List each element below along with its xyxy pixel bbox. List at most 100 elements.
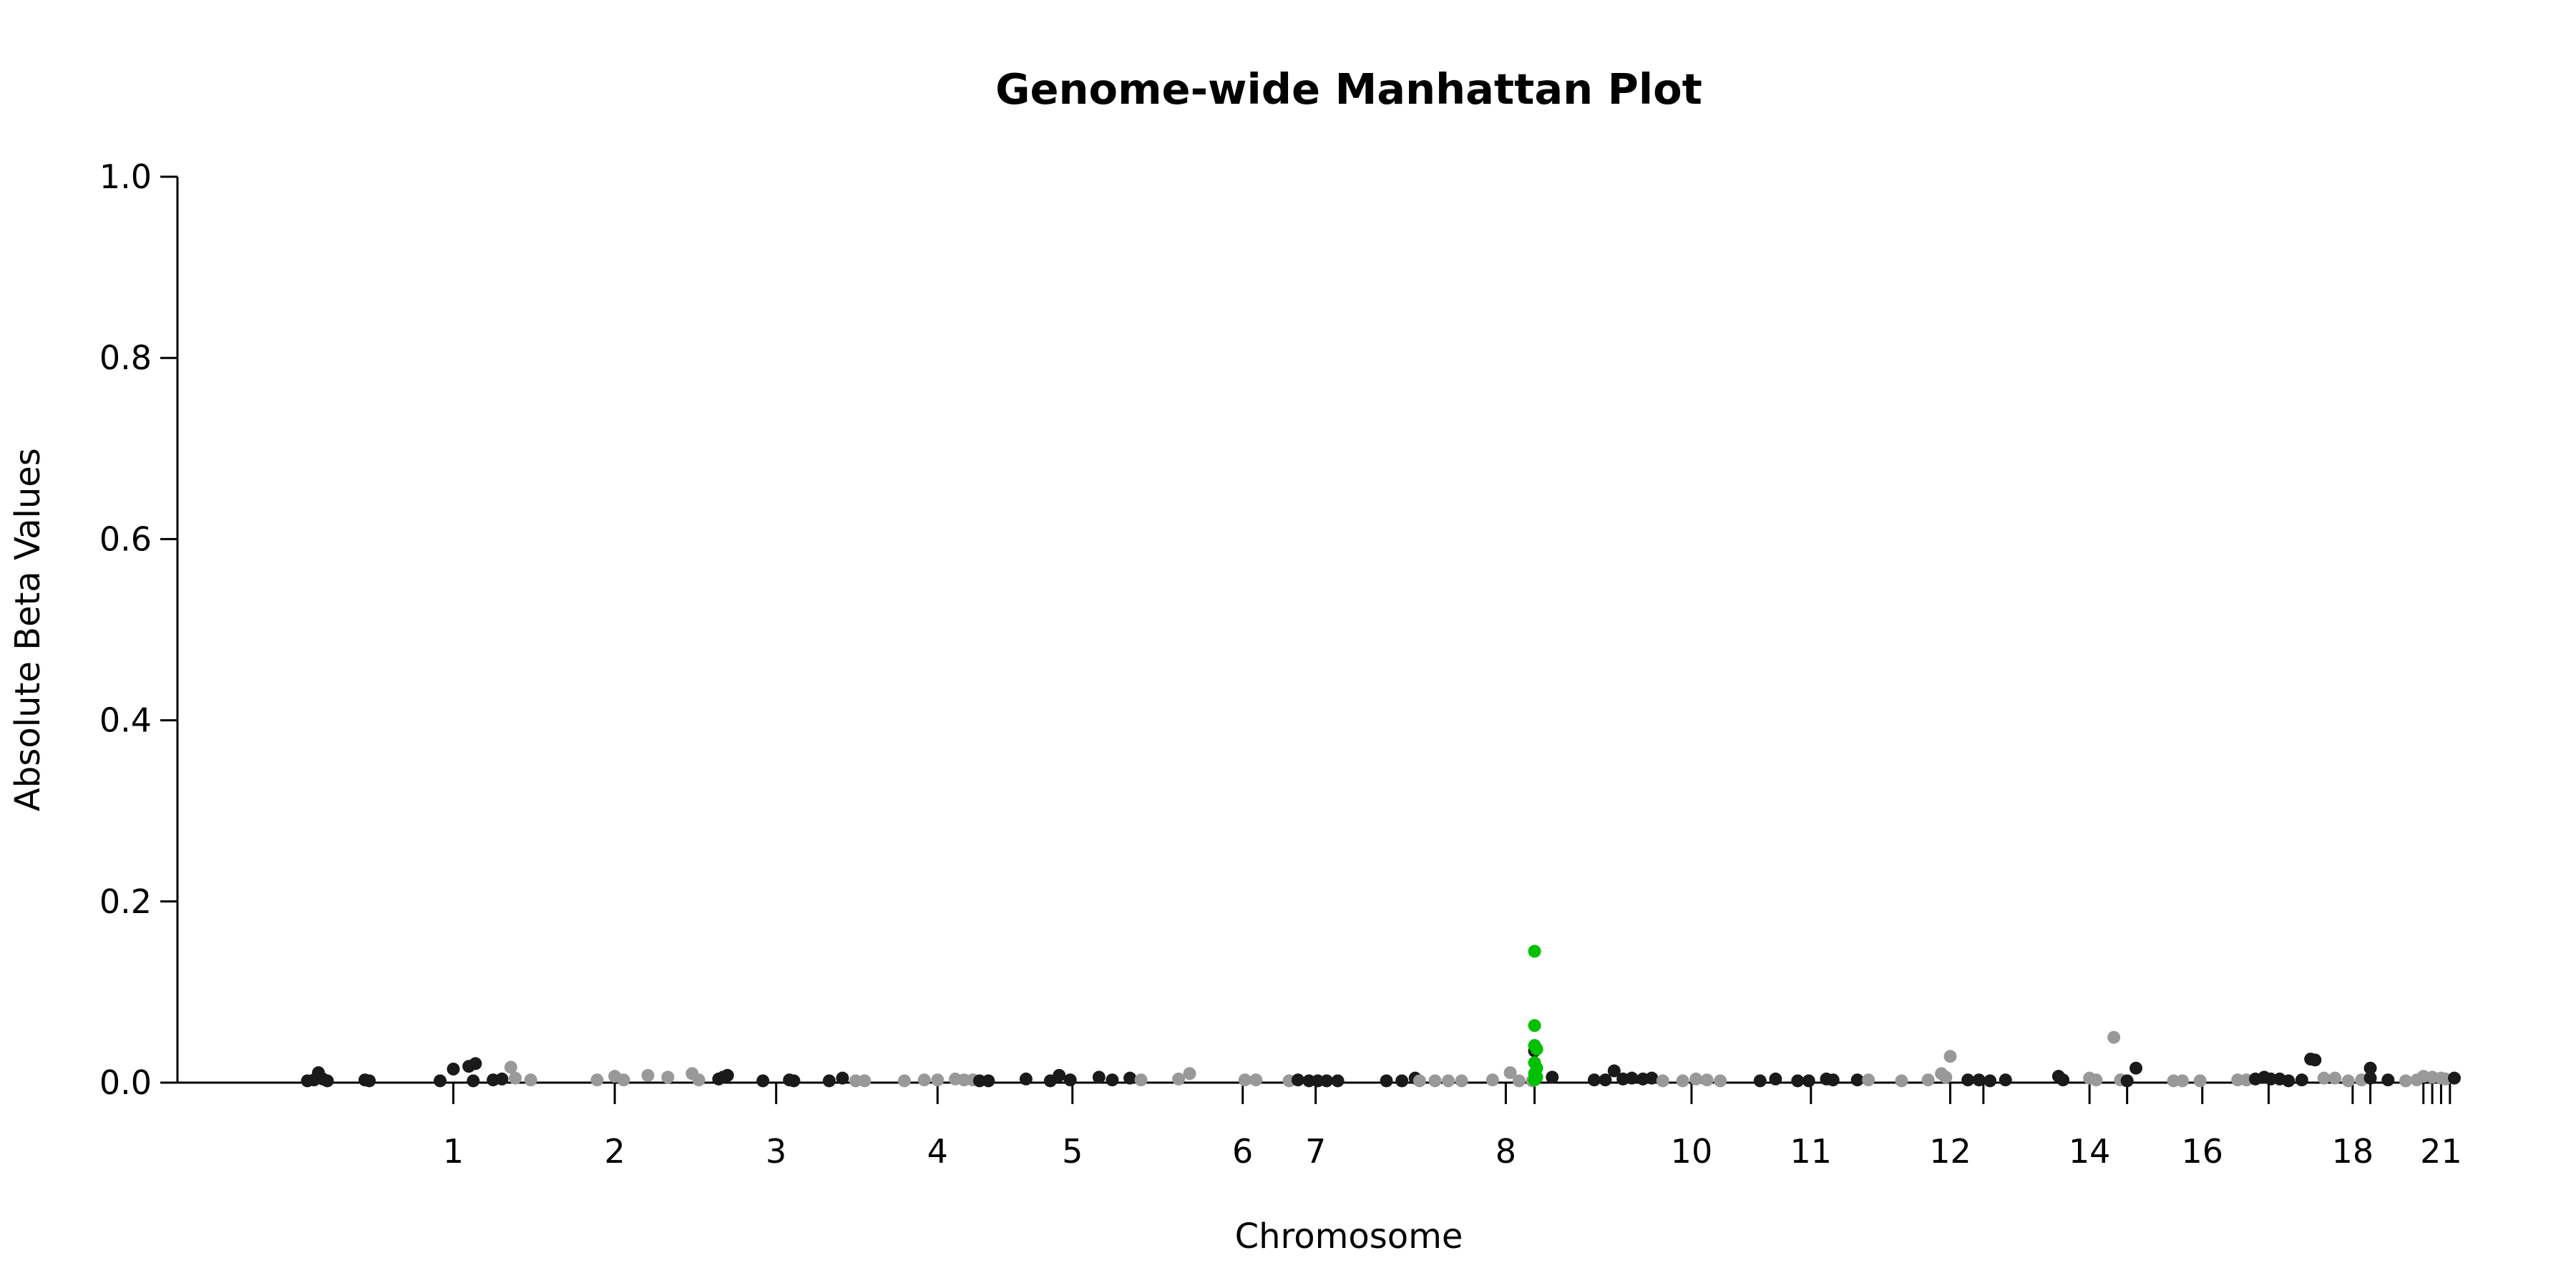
x-tick-label: 12: [1929, 1132, 1971, 1171]
data-point: [434, 1074, 447, 1088]
data-point: [1645, 1071, 1659, 1085]
y-tick-label: 0.2: [99, 882, 152, 921]
data-point: [321, 1074, 334, 1088]
data-point: [1656, 1074, 1669, 1088]
data-point: [1972, 1073, 1986, 1087]
data-point: [1302, 1074, 1316, 1088]
x-tick-label: 18: [2332, 1132, 2374, 1171]
data-point: [1943, 1050, 1957, 1063]
data-point: [692, 1073, 706, 1087]
data-point: [2399, 1074, 2413, 1088]
data-point: [1019, 1072, 1033, 1085]
x-tick-label: 11: [1790, 1132, 1833, 1171]
data-point: [1380, 1074, 1393, 1088]
data-point: [1320, 1074, 1334, 1088]
y-tick-label: 0.4: [99, 701, 152, 740]
data-point: [1428, 1074, 1442, 1088]
x-tick-label: 4: [927, 1132, 948, 1171]
data-point: [1063, 1073, 1077, 1087]
data-point: [897, 1074, 911, 1088]
data-point: [1599, 1073, 1612, 1087]
data-point: [509, 1071, 522, 1085]
data-point: [1961, 1073, 1975, 1087]
highlighted-point: [1528, 1073, 1541, 1087]
data-point: [1512, 1074, 1526, 1088]
data-points: [301, 945, 2461, 1088]
data-point: [2317, 1071, 2331, 1085]
data-point: [641, 1068, 655, 1082]
data-point: [787, 1074, 801, 1088]
data-point: [1850, 1073, 1864, 1087]
data-point: [590, 1073, 604, 1087]
data-point: [2193, 1074, 2207, 1088]
data-point: [982, 1074, 995, 1088]
data-point: [1172, 1072, 1186, 1085]
data-point: [1791, 1074, 1805, 1088]
y-tick-label: 1.0: [99, 157, 152, 196]
x-tick-label: 7: [1305, 1132, 1326, 1171]
data-point: [836, 1071, 849, 1085]
data-point: [756, 1074, 770, 1088]
data-point: [2341, 1074, 2355, 1088]
x-tick-label: 14: [2069, 1132, 2111, 1171]
data-point: [2295, 1073, 2308, 1087]
data-point: [1291, 1073, 1304, 1087]
data-point: [1689, 1072, 1703, 1085]
data-point: [1625, 1071, 1639, 1085]
x-tick-label: 8: [1496, 1132, 1516, 1171]
data-point: [495, 1072, 509, 1085]
y-axis-ticks: 0.0 0.2 0.4 0.6 0.8 1.0: [99, 157, 177, 1102]
x-axis-ticks: 1 2 3 4 5 6 7 8 10 11 12 14 16 18 21: [443, 1083, 2462, 1171]
data-point: [1106, 1073, 1119, 1087]
data-point: [2057, 1073, 2070, 1087]
data-point: [2328, 1071, 2342, 1085]
highlighted-point: [1528, 945, 1541, 958]
data-point: [2089, 1073, 2103, 1087]
x-tick-label: 16: [2181, 1132, 2223, 1171]
data-point: [2264, 1072, 2278, 1085]
chart-title: Genome-wide Manhattan Plot: [995, 64, 1702, 114]
data-point: [957, 1073, 971, 1087]
x-tick-label: 1: [443, 1132, 464, 1171]
data-point: [972, 1074, 986, 1088]
data-point: [1238, 1073, 1252, 1087]
data-point: [2120, 1074, 2134, 1088]
y-axis-label: Absolute Beta Values: [8, 448, 48, 811]
data-point: [1311, 1074, 1324, 1088]
data-point: [2107, 1030, 2121, 1044]
data-point: [931, 1073, 945, 1087]
data-point: [1895, 1074, 1908, 1088]
data-point: [1999, 1073, 2012, 1087]
data-point: [467, 1074, 480, 1088]
data-point: [1753, 1074, 1767, 1088]
data-point: [1587, 1073, 1601, 1087]
data-point: [849, 1074, 862, 1088]
data-point: [1134, 1073, 1148, 1087]
x-tick-label: 5: [1062, 1132, 1083, 1171]
x-tick-label: 3: [766, 1132, 786, 1171]
data-point: [1939, 1070, 1953, 1084]
data-point: [447, 1063, 460, 1076]
data-point: [1413, 1074, 1426, 1088]
data-point: [1442, 1074, 1455, 1088]
data-point: [469, 1057, 482, 1070]
data-point: [2308, 1053, 2322, 1067]
data-point: [524, 1073, 537, 1087]
data-point: [661, 1070, 675, 1084]
data-point: [1676, 1074, 1689, 1088]
data-point: [2167, 1074, 2180, 1088]
data-point: [1802, 1074, 1815, 1088]
data-point: [1700, 1073, 1714, 1087]
data-point: [1921, 1073, 1935, 1087]
data-point: [858, 1074, 872, 1088]
data-point: [721, 1068, 734, 1082]
data-point: [822, 1074, 836, 1088]
data-point: [1331, 1074, 1345, 1088]
data-point: [2231, 1073, 2245, 1087]
data-point: [1092, 1070, 1106, 1084]
data-point: [2175, 1074, 2189, 1088]
data-point: [1053, 1068, 1066, 1082]
data-point: [1183, 1067, 1196, 1080]
data-point: [1546, 1070, 1559, 1084]
